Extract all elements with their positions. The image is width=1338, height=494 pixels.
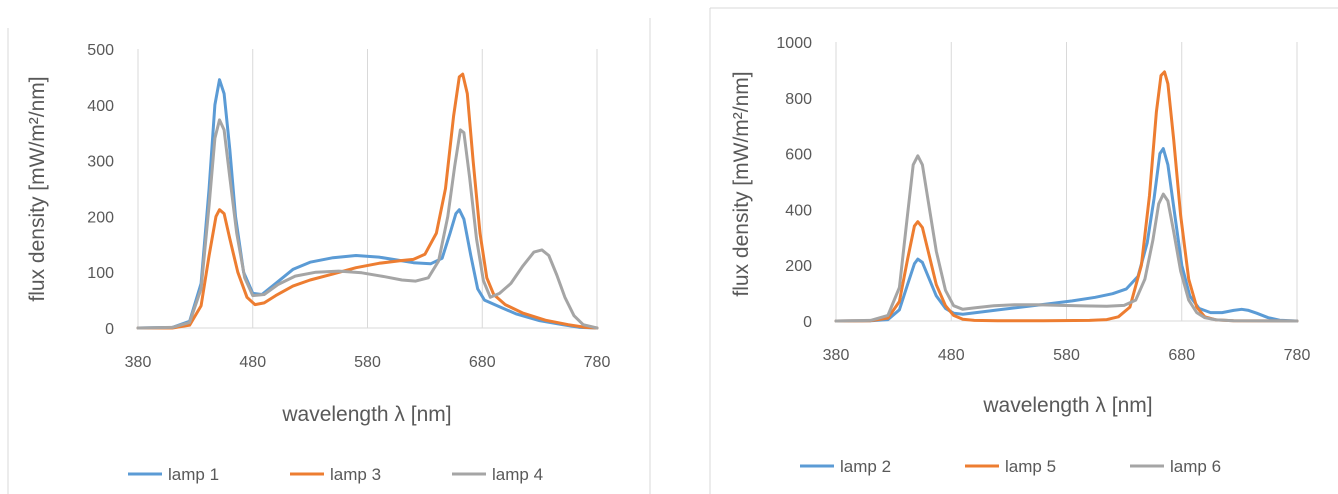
x-tick-label: 380 bbox=[125, 354, 152, 371]
series-line-lamp-5 bbox=[834, 70, 1299, 323]
legend-label: lamp 1 bbox=[168, 465, 219, 484]
x-tick-label: 580 bbox=[1053, 347, 1080, 364]
y-tick-label: 400 bbox=[785, 202, 812, 219]
x-tick-label: 380 bbox=[823, 347, 850, 364]
chart-panel-right: 380 480 580 680 780 0 200 400 600 800 1000 flux de… bbox=[709, 7, 1338, 494]
legend-label: lamp 6 bbox=[1170, 457, 1221, 476]
legend-label: lamp 2 bbox=[840, 457, 891, 476]
series-line-lamp-2 bbox=[834, 147, 1299, 323]
x-tick-label: 580 bbox=[354, 354, 381, 371]
x-tick-label: 480 bbox=[239, 354, 266, 371]
series-line-lamp-3 bbox=[136, 72, 599, 330]
y-tick-label: 0 bbox=[105, 321, 114, 338]
legend-right: lamp 2 lamp 5 lamp 6 bbox=[800, 457, 1221, 476]
x-tick-label: 680 bbox=[469, 354, 496, 371]
y-tick-label: 600 bbox=[785, 147, 812, 164]
x-tick-label: 480 bbox=[938, 347, 965, 364]
y-tick-label: 200 bbox=[87, 209, 114, 226]
chart-plot-left: 380 480 580 680 780 0 100 200 300 400 500 bbox=[87, 42, 610, 371]
x-tick-label: 680 bbox=[1168, 347, 1195, 364]
legend-label: lamp 4 bbox=[492, 465, 543, 484]
x-tick-label: 780 bbox=[1284, 347, 1311, 364]
y-tick-label: 400 bbox=[87, 98, 114, 115]
y-tick-label: 800 bbox=[785, 91, 812, 108]
x-axis-title: wavelength λ [nm] bbox=[982, 394, 1152, 417]
y-axis-title: flux density [mW/m²/nm] bbox=[26, 76, 49, 301]
y-tick-label: 200 bbox=[785, 258, 812, 275]
y-tick-label: 100 bbox=[87, 265, 114, 282]
chart-plot-right: 380 480 580 680 780 0 200 400 600 800 1000 bbox=[776, 35, 1310, 364]
x-axis-title: wavelength λ [nm] bbox=[281, 403, 451, 426]
y-axis-title: flux density [mW/m²/nm] bbox=[730, 71, 753, 296]
legend-label: lamp 3 bbox=[330, 465, 381, 484]
y-tick-label: 500 bbox=[87, 42, 114, 59]
legend-label: lamp 5 bbox=[1005, 457, 1056, 476]
series-line-lamp-1 bbox=[136, 78, 599, 330]
y-tick-label: 1000 bbox=[776, 35, 812, 52]
series-line-lamp-6 bbox=[834, 154, 1299, 323]
y-tick-label: 0 bbox=[803, 314, 812, 331]
y-tick-label: 300 bbox=[87, 154, 114, 171]
series-line-lamp-4 bbox=[136, 118, 599, 330]
chart-panel-left: 380 480 580 680 780 0 100 200 300 400 500 flux den… bbox=[7, 18, 651, 494]
x-tick-label: 780 bbox=[584, 354, 611, 371]
legend-left: lamp 1 lamp 3 lamp 4 bbox=[128, 465, 543, 484]
